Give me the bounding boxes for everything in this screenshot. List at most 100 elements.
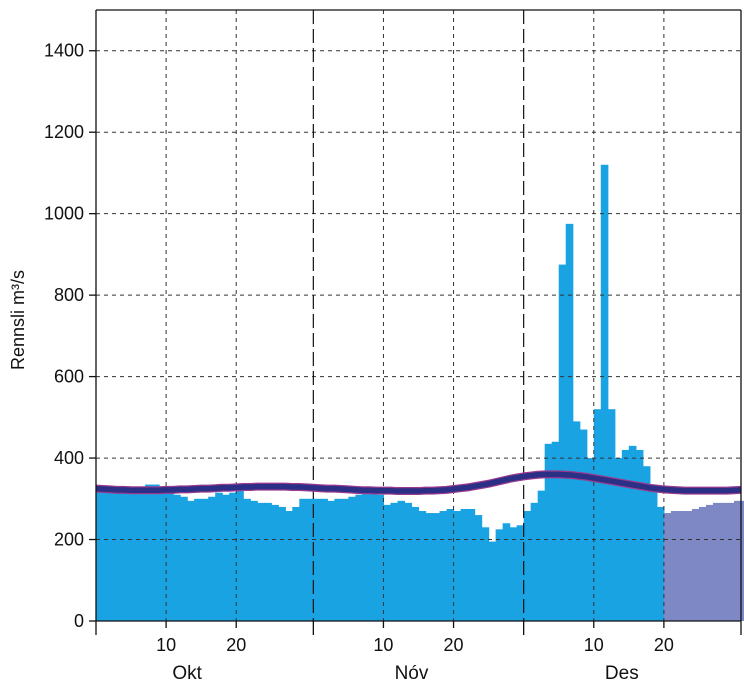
observed-bar xyxy=(278,506,286,621)
observed-bar xyxy=(390,502,399,621)
month-label: Okt xyxy=(172,663,202,684)
observed-bar xyxy=(628,445,637,621)
observed-bar xyxy=(488,541,497,621)
observed-bar xyxy=(285,511,293,621)
observed-bar xyxy=(397,500,406,621)
observed-bar xyxy=(110,486,118,621)
observed-bar xyxy=(355,494,364,621)
observed-bar xyxy=(523,511,532,621)
observed-bar xyxy=(530,502,539,621)
forecast-bar xyxy=(719,502,728,621)
observed-bar xyxy=(257,502,265,621)
observed-bar xyxy=(159,486,167,621)
x-tick-label: 20 xyxy=(226,635,246,655)
y-tick-label: 1400 xyxy=(44,41,84,61)
observed-bar xyxy=(313,498,321,621)
x-tick-label: 10 xyxy=(156,635,176,655)
observed-bar xyxy=(194,498,202,621)
forecast-bar xyxy=(691,508,700,621)
observed-bar xyxy=(425,513,434,621)
observed-bar xyxy=(131,488,139,621)
y-tick-label: 400 xyxy=(54,448,84,468)
observed-bar xyxy=(446,508,455,621)
mean-flow-line xyxy=(95,470,742,496)
y-tick-label: 800 xyxy=(54,285,84,305)
observed-bar xyxy=(201,498,209,621)
observed-bar xyxy=(180,496,188,621)
y-axis-label: Rennsli m³/s xyxy=(8,270,28,370)
observed-bar xyxy=(173,494,181,621)
observed-bar xyxy=(320,498,328,621)
observed-bar xyxy=(558,264,567,621)
observed-bar xyxy=(656,506,665,621)
x-tick-label: 10 xyxy=(373,635,393,655)
observed-bars xyxy=(96,164,665,622)
observed-bar xyxy=(166,490,174,621)
observed-bar xyxy=(621,449,630,621)
y-tick-label: 600 xyxy=(54,367,84,387)
observed-bar xyxy=(509,527,518,621)
observed-bar xyxy=(495,529,504,621)
month-label: Nóv xyxy=(395,663,429,684)
forecast-bar xyxy=(726,502,735,621)
observed-bar xyxy=(432,513,441,621)
forecast-bar xyxy=(698,506,707,621)
forecast-bar xyxy=(705,504,714,621)
observed-bar xyxy=(418,511,427,621)
observed-bar xyxy=(152,484,160,621)
observed-bar xyxy=(586,458,595,621)
observed-bar xyxy=(306,498,314,621)
observed-bar xyxy=(271,504,279,621)
observed-bar xyxy=(439,511,448,621)
observed-bar xyxy=(453,511,462,621)
observed-bar xyxy=(299,498,307,621)
axes xyxy=(95,9,742,622)
observed-bar xyxy=(229,492,237,621)
month-labels: Okt Nóv Des xyxy=(172,663,638,684)
forecast-bar xyxy=(663,513,672,621)
x-tick-label: 20 xyxy=(654,635,674,655)
observed-bar xyxy=(222,494,230,621)
observed-bar xyxy=(250,500,258,621)
grid-lines xyxy=(96,10,741,621)
observed-bar xyxy=(208,496,216,621)
y-tick-label: 200 xyxy=(54,530,84,550)
observed-bar xyxy=(215,492,223,621)
forecast-bar xyxy=(684,511,693,621)
observed-bar xyxy=(467,508,476,621)
observed-bar xyxy=(551,441,560,621)
observed-bar xyxy=(481,527,490,621)
observed-bar xyxy=(502,523,511,621)
observed-bar xyxy=(292,506,300,621)
observed-bar xyxy=(593,409,602,621)
y-axis-ticks: 0 200 400 600 800 1000 1200 1400 xyxy=(44,41,96,631)
x-tick-label: 10 xyxy=(584,635,604,655)
forecast-bar xyxy=(712,502,721,621)
observed-bar xyxy=(341,498,349,621)
forecast-bar xyxy=(670,511,679,621)
observed-bar xyxy=(460,508,469,621)
observed-bar xyxy=(362,492,371,621)
observed-bar xyxy=(145,484,153,621)
observed-bar xyxy=(649,490,658,621)
observed-bar xyxy=(383,504,392,621)
observed-bar xyxy=(544,443,553,621)
observed-bar xyxy=(635,449,644,621)
observed-bar xyxy=(334,498,342,621)
observed-bar xyxy=(376,494,385,621)
observed-bar xyxy=(243,498,251,621)
observed-bar xyxy=(103,486,111,621)
x-tick-label: 20 xyxy=(444,635,464,655)
observed-bar xyxy=(264,502,272,621)
observed-bar xyxy=(607,409,616,621)
y-tick-label: 1200 xyxy=(44,122,84,142)
forecast-bars xyxy=(663,500,744,621)
observed-bar xyxy=(96,486,104,621)
observed-bar xyxy=(138,486,146,621)
observed-bar xyxy=(369,490,378,621)
month-label: Des xyxy=(605,663,639,684)
observed-bar xyxy=(117,487,125,621)
forecast-bar xyxy=(741,500,744,621)
observed-bar xyxy=(537,490,546,621)
